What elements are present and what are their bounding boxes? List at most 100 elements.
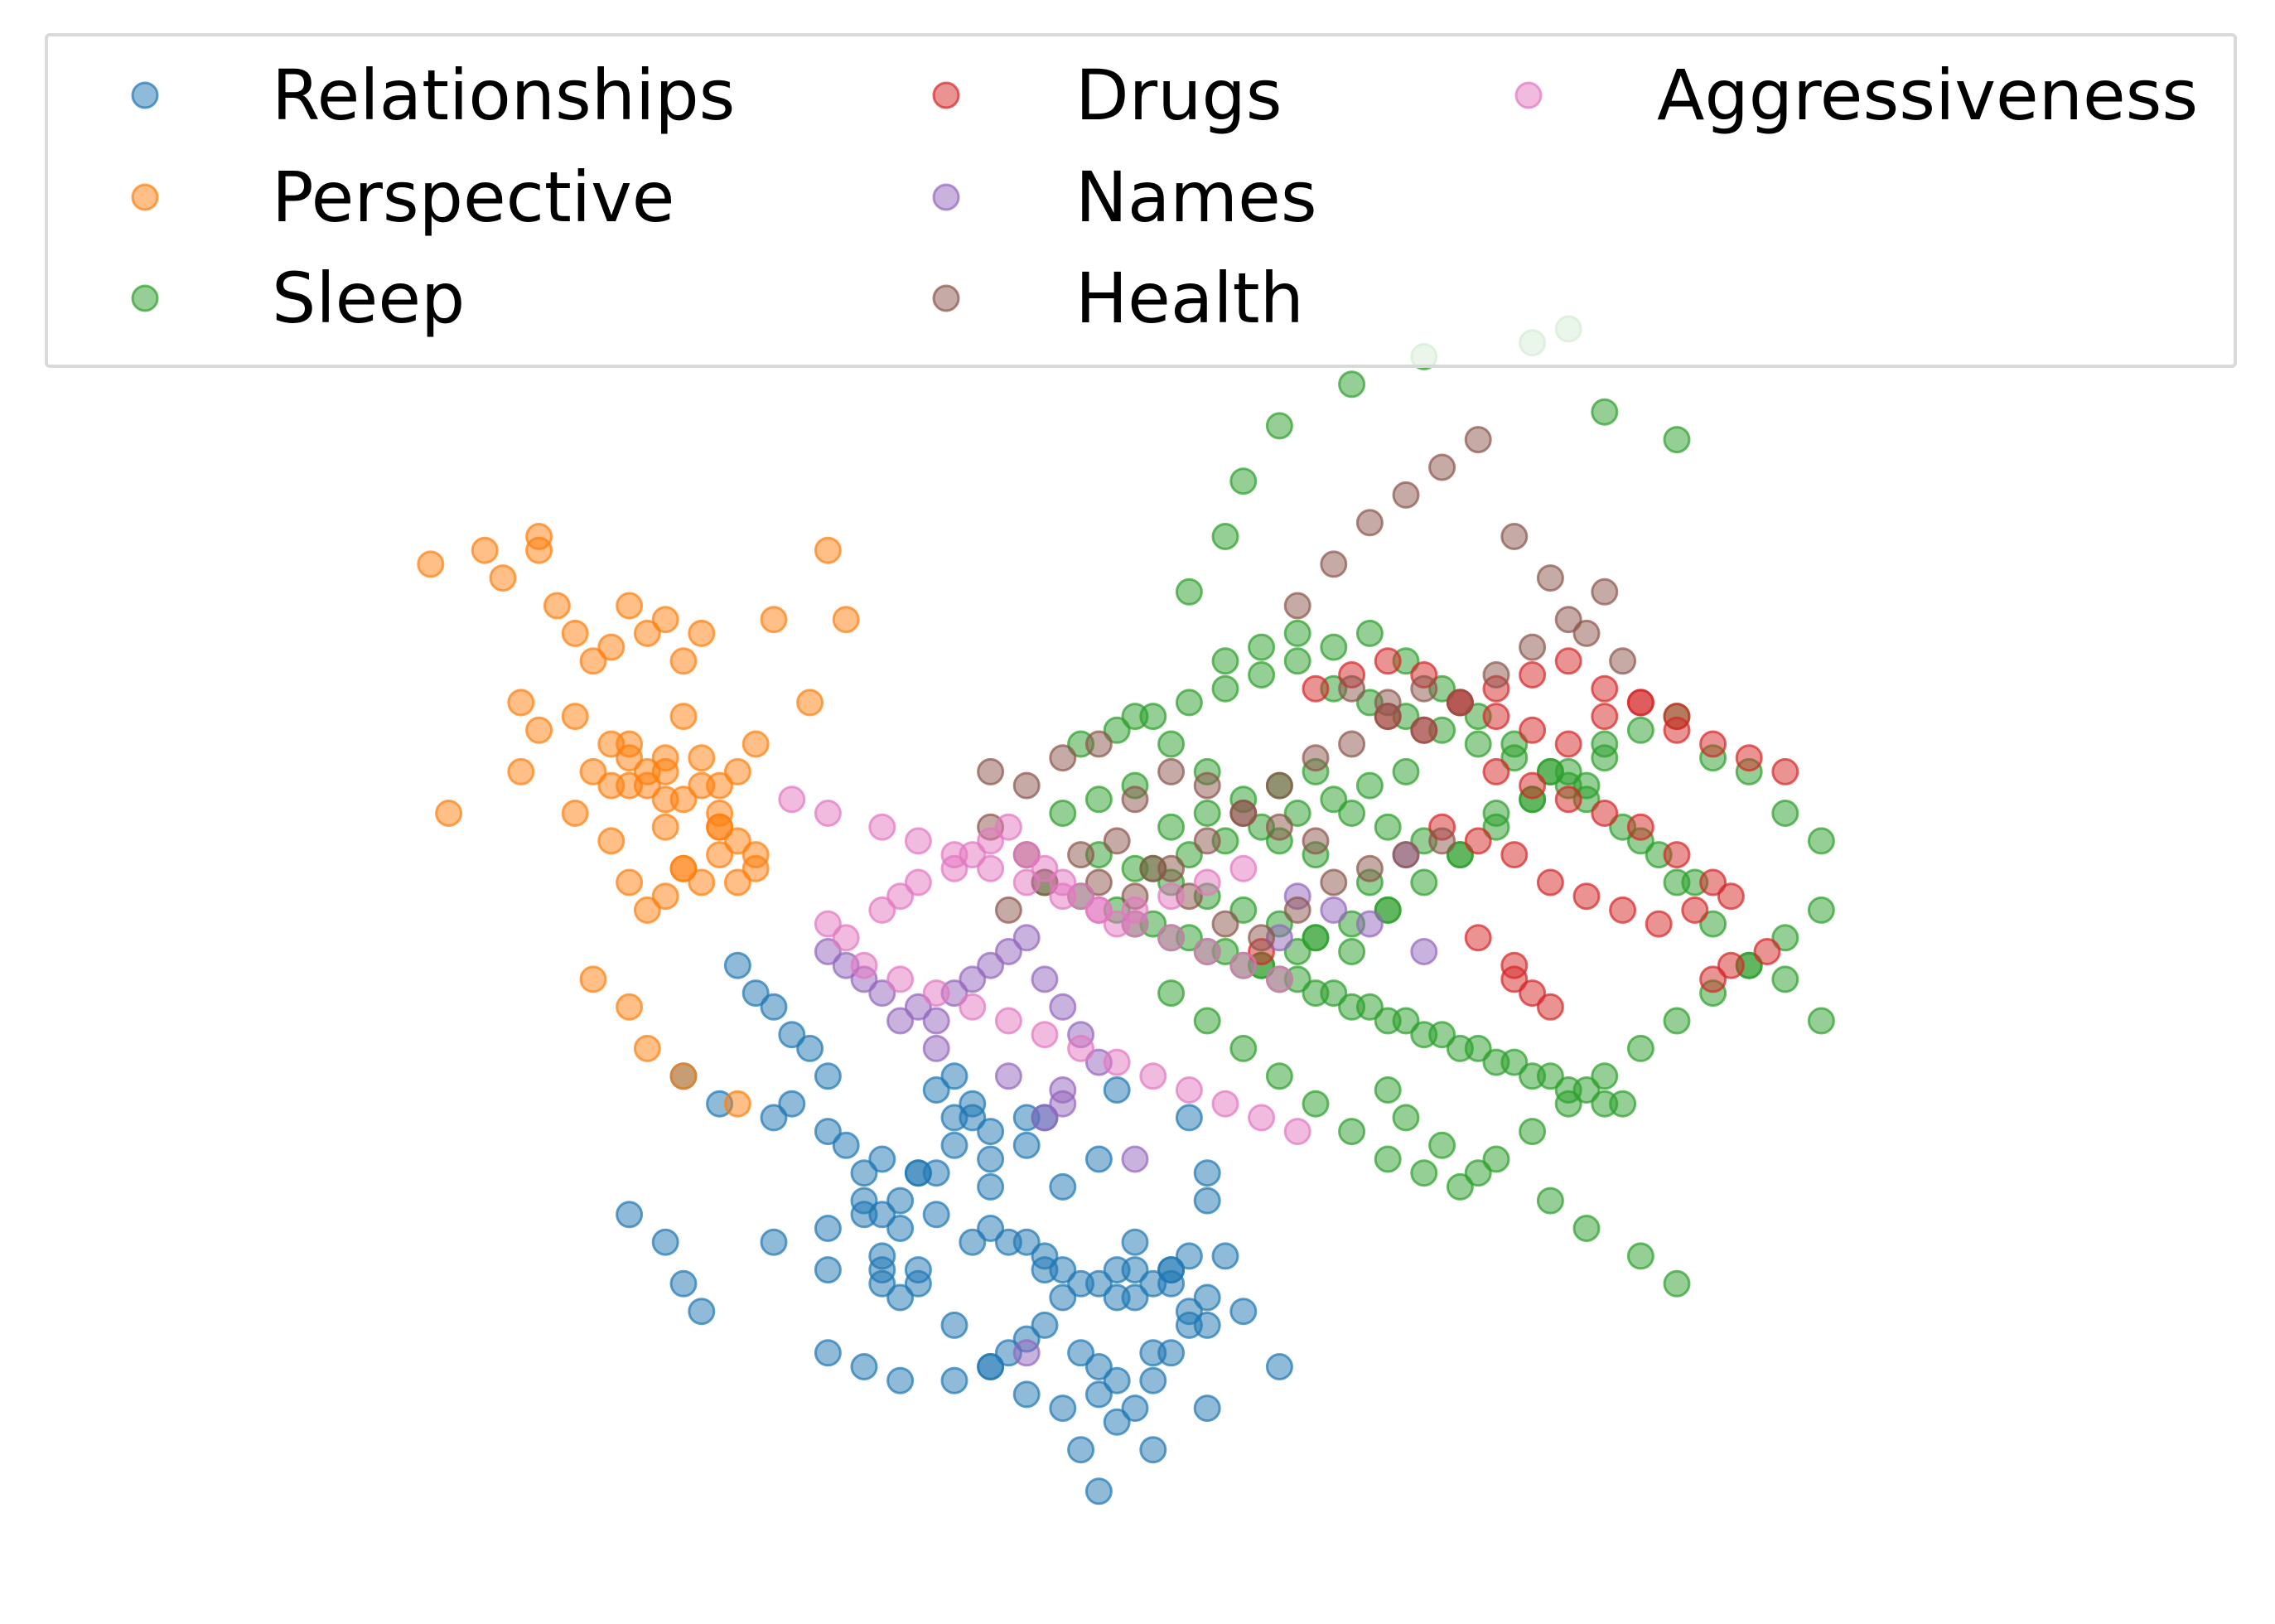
point-perspective — [435, 800, 463, 827]
point-drugs — [1500, 965, 1529, 993]
point-sleep — [1771, 800, 1799, 827]
point-aggressiveness — [868, 813, 896, 841]
point-perspective — [832, 606, 860, 634]
point-drugs — [1554, 785, 1582, 814]
point-perspective — [723, 868, 751, 897]
point-health — [1320, 550, 1348, 578]
point-names — [959, 965, 987, 993]
point-sleep — [1157, 813, 1186, 841]
point-aggressiveness — [1193, 868, 1221, 897]
point-health — [1193, 771, 1221, 800]
point-perspective — [706, 841, 734, 869]
point-relationships — [922, 1201, 950, 1229]
point-aggressiveness — [1012, 868, 1041, 897]
legend-marker — [932, 183, 960, 211]
point-relationships — [760, 1228, 788, 1256]
legend-item-relationships[interactable]: Relationships — [131, 55, 735, 136]
point-health — [1067, 841, 1095, 869]
point-drugs — [1519, 716, 1547, 744]
point-aggressiveness — [1229, 854, 1258, 882]
point-health — [1410, 716, 1438, 744]
legend-item-perspective[interactable]: Perspective — [131, 157, 675, 238]
point-relationships — [1084, 1477, 1113, 1506]
legend-item-names[interactable]: Names — [932, 157, 1317, 238]
point-relationships — [651, 1228, 679, 1256]
point-relationships — [904, 1269, 932, 1298]
point-relationships — [1103, 1283, 1131, 1312]
point-health — [1392, 841, 1420, 869]
point-drugs — [1591, 800, 1619, 827]
legend-item-aggressiveness[interactable]: Aggressiveness — [1514, 55, 2198, 136]
point-relationships — [977, 1353, 1005, 1380]
point-relationships — [760, 1104, 788, 1132]
point-sleep — [1211, 647, 1239, 675]
point-health — [1211, 910, 1239, 938]
legend-label: Sleep — [272, 258, 465, 339]
point-perspective — [651, 606, 679, 634]
point-perspective — [525, 536, 553, 564]
point-relationships — [1012, 1380, 1041, 1409]
point-sleep — [1519, 1062, 1547, 1090]
point-sleep — [1410, 1021, 1438, 1049]
legend-item-sleep[interactable]: Sleep — [131, 258, 465, 339]
point-relationships — [1265, 1353, 1293, 1380]
point-perspective — [543, 592, 571, 620]
point-sleep — [1355, 771, 1384, 800]
point-aggressiveness — [922, 979, 950, 1008]
point-health — [1410, 674, 1438, 703]
point-drugs — [1717, 951, 1745, 979]
point-drugs — [1591, 674, 1619, 703]
point-drugs — [1626, 813, 1654, 841]
point-relationships — [904, 1159, 932, 1187]
point-perspective — [760, 606, 788, 634]
point-relationships — [959, 1090, 987, 1118]
series-relationships — [616, 951, 1293, 1506]
point-sleep — [1302, 1090, 1330, 1118]
legend-item-health[interactable]: Health — [932, 258, 1304, 339]
point-aggressiveness — [1012, 841, 1041, 869]
point-relationships — [868, 1269, 896, 1298]
point-names — [1355, 910, 1384, 938]
point-aggressiveness — [1139, 1062, 1167, 1090]
point-perspective — [507, 757, 535, 785]
point-perspective — [471, 536, 499, 564]
point-sleep — [1283, 938, 1311, 965]
point-sleep — [1338, 1118, 1366, 1146]
point-drugs — [1591, 703, 1619, 731]
point-sleep — [1374, 1007, 1402, 1035]
point-drugs — [1681, 896, 1709, 924]
point-relationships — [1193, 1187, 1221, 1215]
point-sleep — [1229, 896, 1258, 924]
point-sleep — [1482, 1145, 1510, 1173]
point-perspective — [616, 868, 644, 897]
point-drugs — [1663, 841, 1691, 869]
point-health — [1012, 771, 1041, 800]
point-aggressiveness — [1229, 951, 1258, 979]
point-relationships — [940, 1366, 968, 1394]
point-sleep — [1374, 1145, 1402, 1173]
legend-label: Health — [1075, 258, 1304, 339]
point-health — [1464, 426, 1492, 454]
point-sleep — [1410, 1159, 1438, 1187]
point-health — [1265, 771, 1293, 800]
point-relationships — [723, 951, 751, 979]
point-aggressiveness — [994, 813, 1022, 841]
point-sleep — [1554, 1076, 1582, 1104]
point-sleep — [1374, 813, 1402, 841]
legend-label: Relationships — [272, 55, 735, 136]
legend-label: Names — [1075, 157, 1317, 238]
point-health — [1355, 854, 1384, 882]
point-sleep — [1175, 841, 1203, 869]
point-perspective — [741, 730, 770, 758]
point-relationships — [741, 979, 770, 1008]
legend-item-drugs[interactable]: Drugs — [932, 55, 1282, 136]
point-health — [1554, 606, 1582, 634]
point-sleep — [1663, 1007, 1691, 1035]
point-sleep — [1338, 370, 1366, 399]
point-relationships — [850, 1353, 878, 1380]
point-drugs — [1464, 924, 1492, 952]
point-drugs — [1645, 910, 1673, 938]
point-aggressiveness — [904, 868, 932, 897]
point-sleep — [1175, 578, 1203, 606]
point-sleep — [1626, 716, 1654, 744]
